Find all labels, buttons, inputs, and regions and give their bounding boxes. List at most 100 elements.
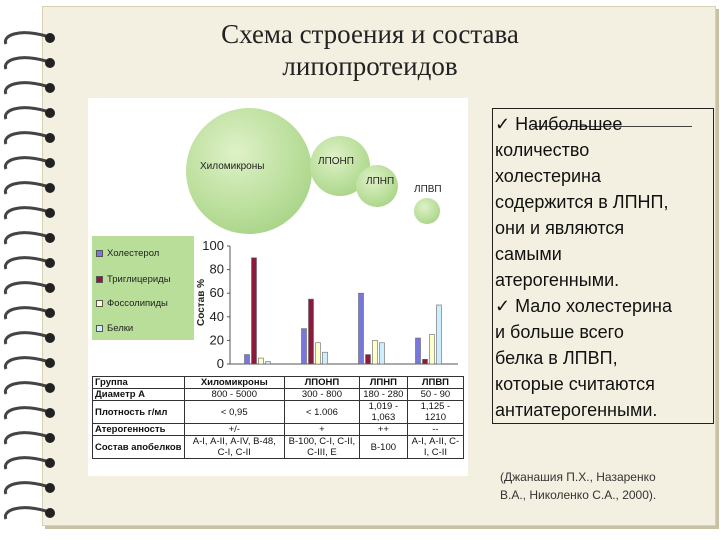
binding-ring: [3, 306, 47, 320]
chart-bar: [308, 298, 314, 365]
table-cell: 800 - 5000: [183, 388, 286, 401]
binding-ring: [3, 31, 47, 45]
binding-ring: [3, 506, 47, 520]
binding-hole: [45, 483, 55, 493]
binding-ring: [3, 81, 47, 95]
table-cell: В-100, С-I, С-II, С-III, Е: [284, 435, 360, 459]
text-box-rule: [532, 126, 692, 127]
binding-hole: [45, 158, 55, 168]
binding-ring: [3, 281, 47, 295]
chart-bar: [436, 304, 442, 365]
legend-item-triglycerides: Триглицериды: [96, 274, 171, 285]
binding-ring: [3, 131, 47, 145]
binding-hole: [45, 333, 55, 343]
table-row-label: Состав апобелков: [92, 435, 185, 459]
chart-y-tick-label: 20: [210, 332, 224, 347]
table-cell: ЛПВП: [406, 376, 465, 389]
table-cell: 1,019 - 1,063: [358, 400, 408, 424]
binding-hole: [45, 183, 55, 193]
binding-ring: [3, 356, 47, 370]
binding-hole: [45, 83, 55, 93]
binding-ring: [3, 481, 47, 495]
table-cell: 50 - 90: [406, 388, 465, 401]
binding-ring: [3, 331, 47, 345]
binding-ring: [3, 256, 47, 270]
citation-line-1: (Джанашия П.Х., Назаренко: [500, 470, 656, 484]
table-cell: --: [406, 423, 465, 436]
text-box-line: белка в ЛПВП,: [495, 348, 618, 368]
binding-hole: [45, 508, 55, 518]
citation: (Джанашия П.Х., Назаренко В.А., Николенк…: [500, 468, 710, 504]
table-row: Состав апобелков А-I, А-II, А-IV, В-48, С…: [92, 435, 465, 459]
table-row: Атерогенность +/- + ++ --: [92, 423, 465, 436]
table-cell: ЛПНП: [358, 376, 408, 389]
table-cell: А-I, А-II, А-IV, В-48, С-I, С-II: [183, 435, 286, 459]
binding-hole: [45, 308, 55, 318]
text-box-line: антиатерогенными.: [495, 400, 658, 420]
binding-ring: [3, 406, 47, 420]
table-row: Диаметр А 800 - 5000 300 - 800 180 - 280 50 …: [92, 388, 465, 401]
text-box-line: ✓ Наибольшее: [495, 114, 623, 134]
chart-y-tick-label: 0: [217, 356, 224, 371]
text-box-line: ✓ Мало холестерина: [495, 296, 673, 316]
binding-hole: [45, 108, 55, 118]
chart-bar: [322, 351, 328, 365]
legend-item-proteins: Белки: [96, 323, 133, 334]
table-row: Плотность г/мл < 0,95 < 1.006 1,019 - 1,063…: [92, 400, 465, 424]
binding-hole: [45, 208, 55, 218]
legend-item-cholesterol: Холестерол: [96, 248, 159, 259]
table-row-label: Группа: [92, 376, 185, 389]
table-cell: +/-: [183, 423, 286, 436]
chart-bar: [372, 340, 378, 365]
binding-hole: [45, 433, 55, 443]
binding-hole: [45, 133, 55, 143]
binding-hole: [45, 458, 55, 468]
text-box-line: количество: [495, 140, 590, 160]
table-row-label: Плотность г/мл: [92, 400, 185, 424]
chart-bar: [251, 257, 257, 365]
chart-bar: [429, 334, 435, 365]
binding-hole: [45, 58, 55, 68]
legend-swatch: [96, 250, 103, 257]
text-box-line: самыми: [495, 244, 562, 264]
chart-y-tick-label: 60: [210, 285, 224, 300]
text-box-line: и больше всего: [495, 322, 624, 342]
composition-bar-chart: 100 80 60 40 20 0: [202, 238, 458, 371]
binding-hole: [45, 283, 55, 293]
table-cell: 300 - 800: [284, 388, 360, 401]
binding-ring: [3, 156, 47, 170]
binding-hole: [45, 383, 55, 393]
chart-bar: [358, 292, 364, 365]
table-cell: 1,125 - 1210: [406, 400, 465, 424]
text-box-line: они и являются: [495, 218, 625, 238]
title-line-1: Схема строения и состава: [221, 19, 519, 49]
chart-y-tick-label: 80: [210, 262, 224, 277]
bubble-label-ldl: ЛПНП: [366, 176, 395, 187]
chart-bar: [265, 361, 271, 365]
chart-bar: [301, 328, 307, 365]
slide-title: Схема строения и состава липопротеидов: [140, 18, 600, 82]
table-row: Группа Хиломикроны ЛПОНП ЛПНП ЛПВП: [92, 376, 465, 389]
table-row-label: Диаметр А: [92, 388, 185, 401]
legend-swatch: [96, 276, 103, 283]
text-box-line: атерогенными.: [495, 270, 620, 290]
binding-ring: [3, 431, 47, 445]
binding-ring: [3, 206, 47, 220]
binding-ring: [3, 456, 47, 470]
text-box: [492, 108, 714, 424]
binding-ring: [3, 181, 47, 195]
chart-bar: [244, 354, 250, 365]
table-cell: В-100: [358, 435, 408, 459]
chart-bar: [379, 342, 385, 365]
text-box-line: холестерина: [495, 166, 601, 186]
bubble-ldl: [356, 165, 398, 207]
binding-hole: [45, 233, 55, 243]
chart-bar: [415, 337, 421, 365]
table-cell: Хиломикроны: [183, 376, 286, 389]
text-box-line: содержится в ЛПНП,: [495, 192, 669, 212]
legend-swatch: [96, 300, 103, 307]
chart-legend: Холестерол Триглицериды Фоссолипиды Белк…: [92, 236, 194, 340]
chart-y-tick-label: 100: [202, 238, 224, 253]
chart-bar: [365, 354, 371, 365]
